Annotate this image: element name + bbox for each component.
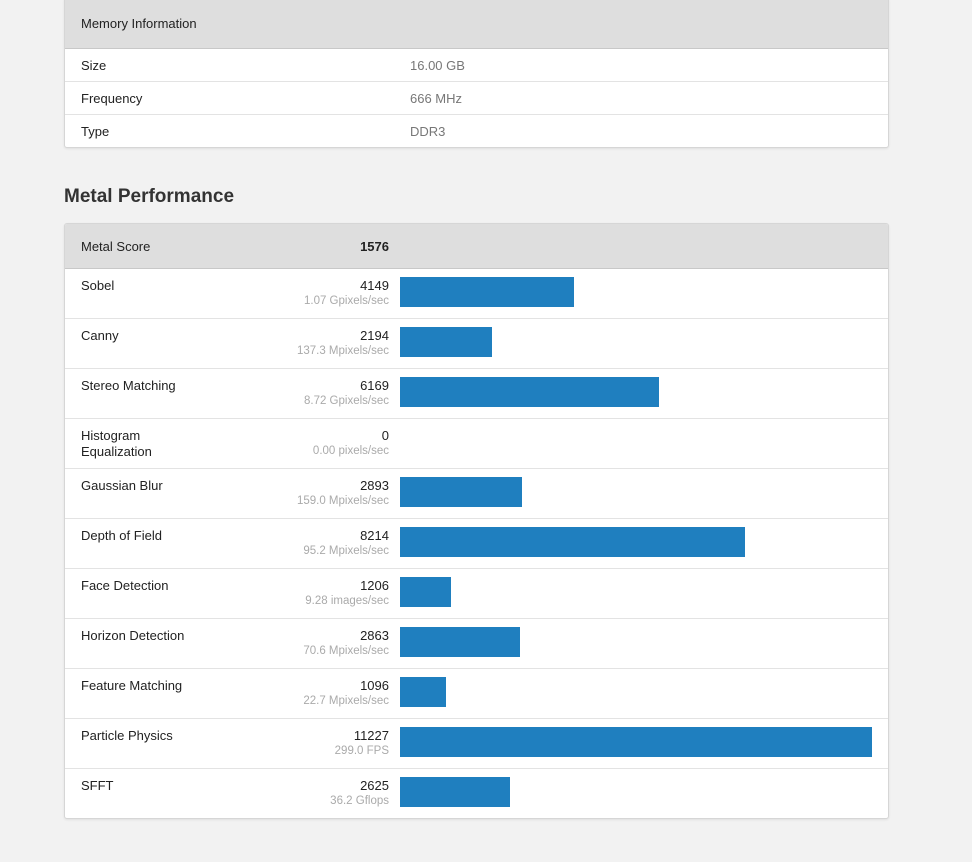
benchmark-unit: 159.0 Mpixels/sec [296, 495, 389, 507]
benchmark-row: Face Detection 1206 9.28 images/sec [65, 568, 888, 618]
benchmark-bar [400, 727, 872, 757]
benchmark-row: Particle Physics 11227 299.0 FPS [65, 718, 888, 768]
memory-row-label: Type [81, 123, 110, 139]
memory-row: Size 16.00 GB [65, 49, 888, 81]
benchmark-name: Horizon Detection [81, 628, 185, 643]
benchmark-row: Depth of Field 8214 95.2 Mpixels/sec [65, 518, 888, 568]
benchmark-unit: 9.28 images/sec [305, 595, 389, 607]
benchmark-row: Feature Matching 1096 22.7 Mpixels/sec [65, 668, 888, 718]
benchmark-row: Canny 2194 137.3 Mpixels/sec [65, 318, 888, 368]
benchmark-bar [400, 377, 660, 407]
benchmark-bar [400, 577, 451, 607]
benchmark-name: Feature Matching [81, 678, 183, 693]
benchmark-name: Face Detection [81, 578, 169, 593]
benchmark-unit: 1.07 Gpixels/sec [303, 295, 389, 307]
benchmark-bar [400, 277, 575, 307]
benchmark-row: SFFT 2625 36.2 Gflops [65, 768, 888, 818]
benchmark-unit: 0.00 pixels/sec [312, 445, 389, 457]
memory-title: Memory Information [81, 15, 197, 31]
benchmark-score: 2893 [360, 478, 389, 493]
memory-row: Frequency 666 MHz [65, 81, 888, 114]
benchmark-score: 1096 [360, 678, 389, 693]
memory-information-card: Memory Information Size 16.00 GB Frequency… [64, 0, 889, 148]
benchmark-score: 11227 [353, 728, 389, 743]
benchmark-unit: 36.2 Gflops [330, 795, 389, 807]
benchmark-bar [400, 477, 522, 507]
benchmark-name: Histogram Equalization [81, 428, 152, 459]
benchmark-name: Sobel [81, 278, 115, 293]
benchmark-unit: 299.0 FPS [334, 745, 389, 757]
benchmark-row: Stereo Matching 6169 8.72 Gpixels/sec [65, 368, 888, 418]
benchmark-bar [400, 527, 746, 557]
memory-row-label: Size [81, 57, 107, 73]
benchmark-row: Gaussian Blur 2893 159.0 Mpixels/sec [65, 468, 888, 518]
benchmark-unit: 70.6 Mpixels/sec [303, 645, 389, 657]
memory-row-value: DDR3 [410, 123, 446, 139]
benchmark-score: 2194 [360, 328, 389, 343]
benchmark-name: Stereo Matching [81, 378, 176, 393]
metal-performance-card: Metal Score 1576 Sobel 4149 1.07 Gpixels/s… [64, 223, 889, 819]
benchmark-bar [400, 777, 511, 807]
metal-score-value: 1576 [360, 238, 389, 254]
metal-performance-title: Metal Performance [64, 186, 235, 207]
benchmark-unit: 137.3 Mpixels/sec [296, 345, 389, 357]
benchmark-unit: 95.2 Mpixels/sec [303, 545, 389, 557]
metal-score-header: Metal Score 1576 [65, 224, 888, 269]
memory-header: Memory Information [65, 0, 888, 49]
benchmark-unit: 22.7 Mpixels/sec [303, 695, 389, 707]
memory-row-value: 666 MHz [410, 90, 463, 106]
benchmark-name: Depth of Field [81, 528, 162, 543]
benchmark-score: 4149 [360, 278, 389, 293]
metal-score-label: Metal Score [81, 238, 151, 254]
benchmark-score: 1206 [360, 578, 389, 593]
benchmark-row: Horizon Detection 2863 70.6 Mpixels/sec [65, 618, 888, 668]
benchmark-bar [400, 677, 447, 707]
benchmark-score: 2625 [360, 778, 389, 793]
memory-row-value: 16.00 GB [410, 57, 465, 73]
benchmark-name: Particle Physics [81, 728, 173, 743]
benchmark-name: Canny [81, 328, 119, 343]
benchmark-name: Gaussian Blur [81, 478, 163, 493]
benchmark-row: Sobel 4149 1.07 Gpixels/sec [65, 269, 888, 318]
benchmark-score: 0 [381, 428, 389, 443]
benchmark-name: SFFT [81, 778, 114, 793]
benchmark-bar [400, 627, 521, 657]
benchmark-row: Histogram Equalization 0 0.00 pixels/sec [65, 418, 888, 468]
benchmark-unit: 8.72 Gpixels/sec [303, 395, 389, 407]
benchmark-score: 6169 [360, 378, 389, 393]
benchmark-score: 2863 [360, 628, 389, 643]
benchmark-bar [400, 327, 493, 357]
memory-row-label: Frequency [81, 90, 143, 106]
benchmark-score: 8214 [360, 528, 389, 543]
memory-row: Type DDR3 [65, 114, 888, 147]
